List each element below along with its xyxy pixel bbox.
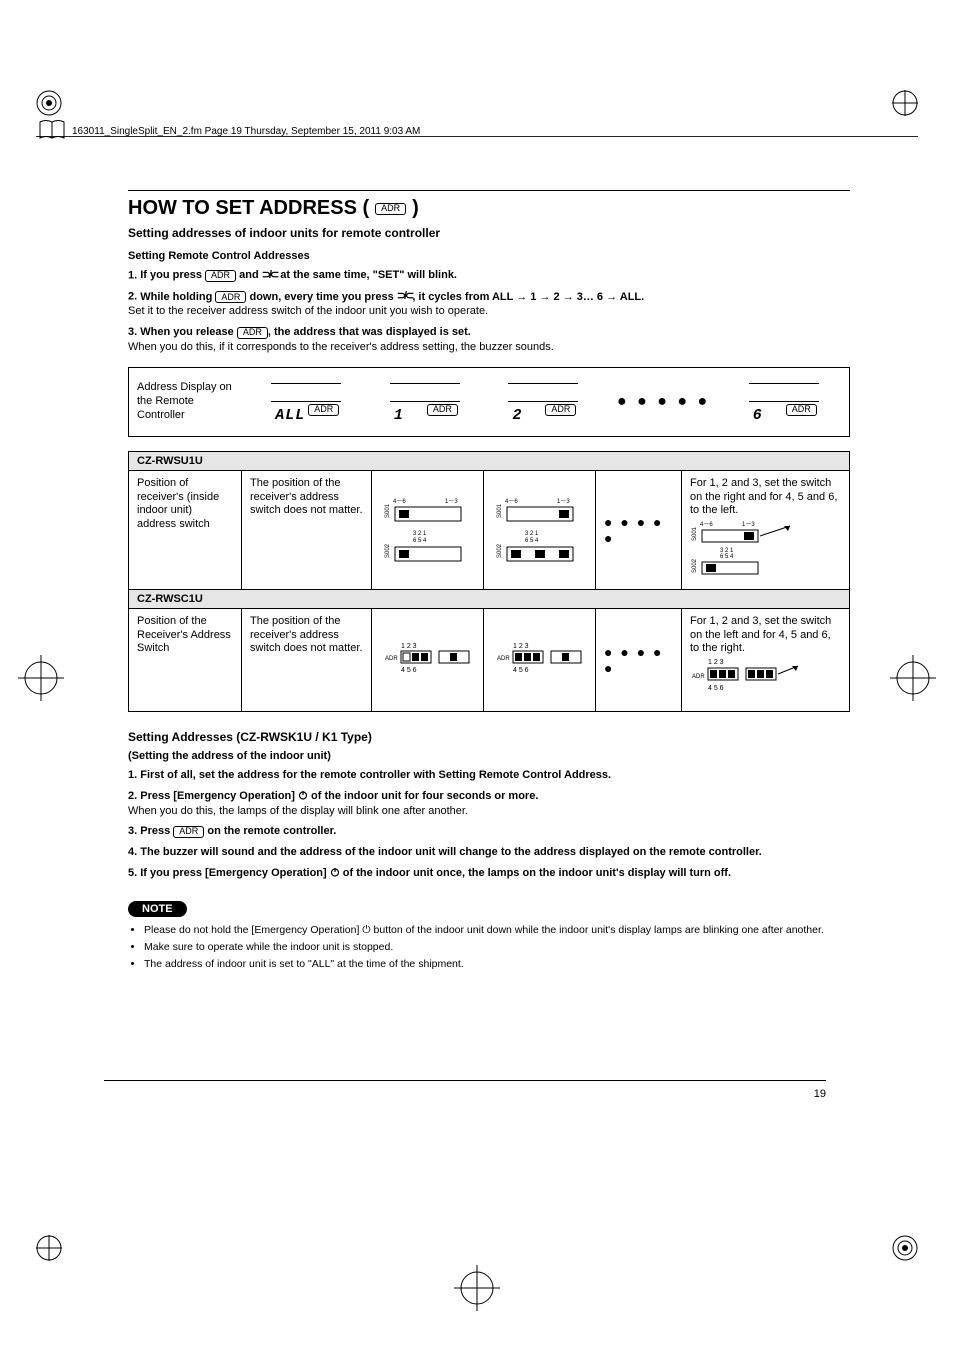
- receiver-switch-table: CZ-RWSU1U Position of receiver's (inside…: [128, 451, 850, 712]
- svg-text:ADR: ADR: [497, 656, 510, 662]
- k-subheading: (Setting the address of the indoor unit): [128, 750, 850, 762]
- title-text-post: ): [412, 197, 419, 220]
- display-cell-6: ADR 6: [739, 379, 829, 425]
- svg-text:S001: S001: [385, 503, 391, 518]
- svg-text:3 2 1: 3 2 1: [413, 531, 427, 537]
- reg-mark-top-right: [892, 90, 918, 116]
- power-icon: [330, 867, 340, 879]
- svg-text:1 2 3: 1 2 3: [513, 643, 529, 650]
- display-strip-label: Address Display on the Remote Controller: [129, 368, 241, 436]
- note-item: The address of indoor unit is set to "AL…: [144, 957, 850, 971]
- reg-mark-bottom-left: [36, 1235, 62, 1261]
- dip-diagram-1: 1 2 3 ADR 4 5 6: [383, 640, 473, 680]
- footer-rule: [104, 1080, 826, 1081]
- band1-col6: For 1, 2 and 3, set the switch on the ri…: [681, 471, 849, 589]
- swap-icon: ⊃/⊂: [262, 268, 278, 283]
- switch-diagram-1: 4－6 1－3 S001 3 2 1 6 5 4 S002: [383, 495, 473, 565]
- band2-col4: 1 2 3 ADR 4 5 6: [483, 609, 595, 711]
- dip-diagram-3: 1 2 3 ADR 4 5 6: [690, 656, 810, 700]
- svg-text:4－6: 4－6: [700, 522, 713, 528]
- note-item: Please do not hold the [Emergency Operat…: [144, 923, 850, 937]
- band1-col2: The position of the receiver's address s…: [241, 471, 371, 589]
- svg-text:S002: S002: [497, 543, 503, 558]
- svg-text:6 5 4: 6 5 4: [413, 538, 427, 544]
- page-title: HOW TO SET ADDRESS ( ADR ): [128, 197, 850, 220]
- band2-col2: The position of the receiver's address s…: [241, 609, 371, 711]
- step-3: 3. When you release ADR, the address tha…: [128, 325, 850, 355]
- band1-col1: Position of receiver's (inside indoor un…: [129, 471, 241, 589]
- display-cell-2: ADR 2: [498, 379, 588, 425]
- svg-text:1－3: 1－3: [445, 499, 458, 505]
- steps-list-1: 1. If you press ADR and ⊃/⊂ at the same …: [128, 268, 850, 355]
- svg-text:1 2 3: 1 2 3: [708, 659, 724, 666]
- svg-text:4－6: 4－6: [393, 499, 406, 505]
- band1-row: Position of receiver's (inside indoor un…: [129, 471, 849, 589]
- svg-text:6 5 4: 6 5 4: [525, 538, 539, 544]
- k-step-4: 4. The buzzer will sound and the address…: [128, 845, 850, 860]
- svg-text:4 5 6: 4 5 6: [401, 667, 417, 674]
- crosshair-right: [890, 655, 936, 701]
- display-strip: Address Display on the Remote Controller…: [128, 367, 850, 437]
- dip-diagram-2: 1 2 3 ADR 4 5 6: [495, 640, 585, 680]
- k-heading: Setting Addresses (CZ-RWSK1U / K1 Type): [128, 730, 850, 744]
- section-subtitle-1: Setting addresses of indoor units for re…: [128, 226, 850, 240]
- title-rule: [128, 190, 850, 191]
- reg-mark-top-left: [36, 90, 62, 116]
- step-1: 1. If you press ADR and ⊃/⊂ at the same …: [128, 268, 850, 283]
- display-cell-all: ADR ALL: [261, 379, 351, 425]
- page-number: 19: [814, 1088, 826, 1100]
- svg-text:ADR: ADR: [692, 674, 705, 680]
- svg-text:4 5 6: 4 5 6: [513, 667, 529, 674]
- band2-row: Position of the Receiver's Address Switc…: [129, 609, 849, 711]
- steps-list-2: 1. First of all, set the address for the…: [128, 768, 850, 881]
- band2-col6: For 1, 2 and 3, set the switch on the le…: [681, 609, 849, 711]
- band1-dots: ● ● ● ● ●: [595, 471, 681, 589]
- band2-col1: Position of the Receiver's Address Switc…: [129, 609, 241, 711]
- svg-text:1 2 3: 1 2 3: [401, 643, 417, 650]
- band1-col4: 4－6 1－3 S001 3 2 1 6 5 4 S002: [483, 471, 595, 589]
- band2-col3: 1 2 3 ADR 4 5 6: [371, 609, 483, 711]
- display-cell-1: ADR 1: [380, 379, 470, 425]
- svg-text:4－6: 4－6: [505, 499, 518, 505]
- svg-text:S002: S002: [385, 543, 391, 558]
- note-list: Please do not hold the [Emergency Operat…: [128, 923, 850, 972]
- svg-text:S002: S002: [692, 558, 698, 573]
- power-icon: [298, 790, 308, 802]
- adr-icon: ADR: [375, 203, 406, 215]
- k-step-3: 3. Press ADR on the remote controller.: [128, 824, 850, 839]
- svg-text:4 5 6: 4 5 6: [708, 685, 724, 692]
- band1-header: CZ-RWSU1U: [129, 451, 849, 471]
- svg-text:6 5 4: 6 5 4: [720, 554, 734, 560]
- svg-text:S001: S001: [692, 526, 698, 541]
- note-item: Make sure to operate while the indoor un…: [144, 940, 850, 954]
- reg-mark-bottom-right: [892, 1235, 918, 1261]
- switch-diagram-3: 4－61－3 S001 3 2 16 5 4 S002: [690, 518, 810, 578]
- switch-diagram-2: 4－6 1－3 S001 3 2 1 6 5 4 S002: [495, 495, 585, 565]
- ellipsis-dots: ● ● ● ● ●: [617, 393, 710, 411]
- k-step-2: 2. Press [Emergency Operation] of the in…: [128, 789, 850, 819]
- band1-col3: 4－6 1－3 S001 3 2 1 6 5 4 S002: [371, 471, 483, 589]
- k-step-5: 5. If you press [Emergency Operation] of…: [128, 866, 850, 881]
- step-2: 2. While holding ADR down, every time yo…: [128, 289, 850, 319]
- svg-text:3 2 1: 3 2 1: [525, 531, 539, 537]
- svg-text:1－3: 1－3: [742, 522, 755, 528]
- svg-text:ADR: ADR: [385, 656, 398, 662]
- crosshair-left: [18, 655, 64, 701]
- crosshair-bottom: [454, 1265, 500, 1311]
- band2-header: CZ-RWSC1U: [129, 589, 849, 609]
- header-rule: [36, 136, 918, 137]
- book-spine-icon: [38, 119, 66, 146]
- title-text-pre: HOW TO SET ADDRESS (: [128, 197, 369, 220]
- svg-text:1－3: 1－3: [557, 499, 570, 505]
- section-subtitle-2: Setting Remote Control Addresses: [128, 250, 850, 262]
- svg-text:S001: S001: [497, 503, 503, 518]
- band2-dots: ● ● ● ● ●: [595, 609, 681, 711]
- k-step-1: 1. First of all, set the address for the…: [128, 768, 850, 783]
- note-label: NOTE: [128, 901, 187, 917]
